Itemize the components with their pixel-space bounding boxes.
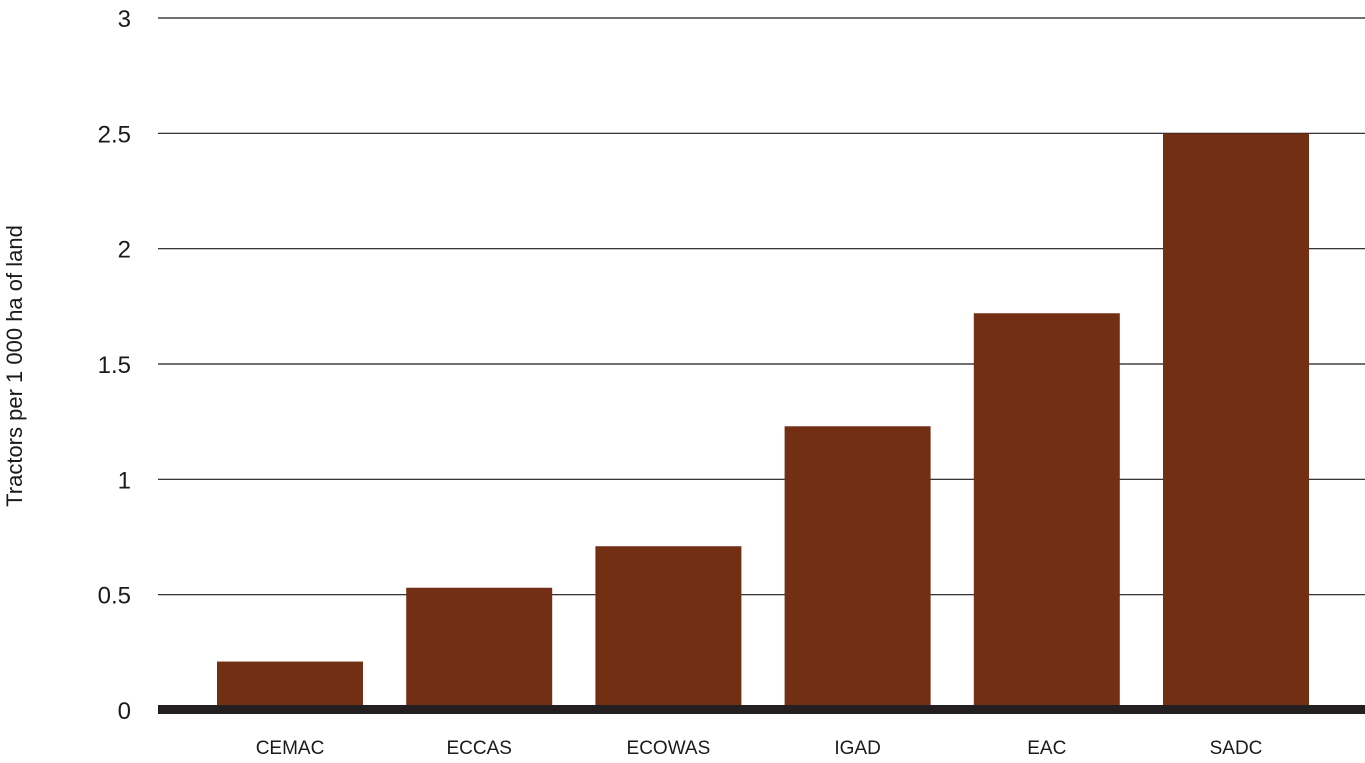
y-tick-label: 0.5 <box>98 583 131 610</box>
bar-igad <box>784 426 931 710</box>
y-tick-label: 0 <box>118 698 131 725</box>
y-tick-labels: 0 0.5 1 1.5 2 2.5 3 <box>98 6 131 725</box>
x-tick-labels: CEMAC ECCAS ECOWAS IGAD EAC SADC <box>256 738 1263 759</box>
bars <box>217 133 1309 711</box>
x-tick-label: ECCAS <box>446 738 511 759</box>
y-axis-title: Tractors per 1 000 ha of land <box>2 225 27 507</box>
bar-cemac <box>217 661 363 710</box>
y-tick-label: 2.5 <box>98 121 131 148</box>
x-axis-baseline <box>158 705 1365 714</box>
x-tick-label: ECOWAS <box>627 738 711 759</box>
y-tick-label: 2 <box>118 237 131 264</box>
bar-eccas <box>406 587 553 710</box>
x-tick-label: CEMAC <box>256 738 325 759</box>
y-tick-label: 1 <box>118 467 131 494</box>
baseline-line <box>158 705 1365 714</box>
y-tick-label: 1.5 <box>98 352 131 379</box>
bar-eac <box>973 313 1120 710</box>
bar-ecowas <box>595 546 742 710</box>
x-tick-label: SADC <box>1210 738 1263 759</box>
bar-sadc <box>1163 133 1309 711</box>
y-tick-label: 3 <box>118 6 131 33</box>
x-tick-label: IGAD <box>834 738 880 759</box>
x-tick-label: EAC <box>1027 738 1066 759</box>
